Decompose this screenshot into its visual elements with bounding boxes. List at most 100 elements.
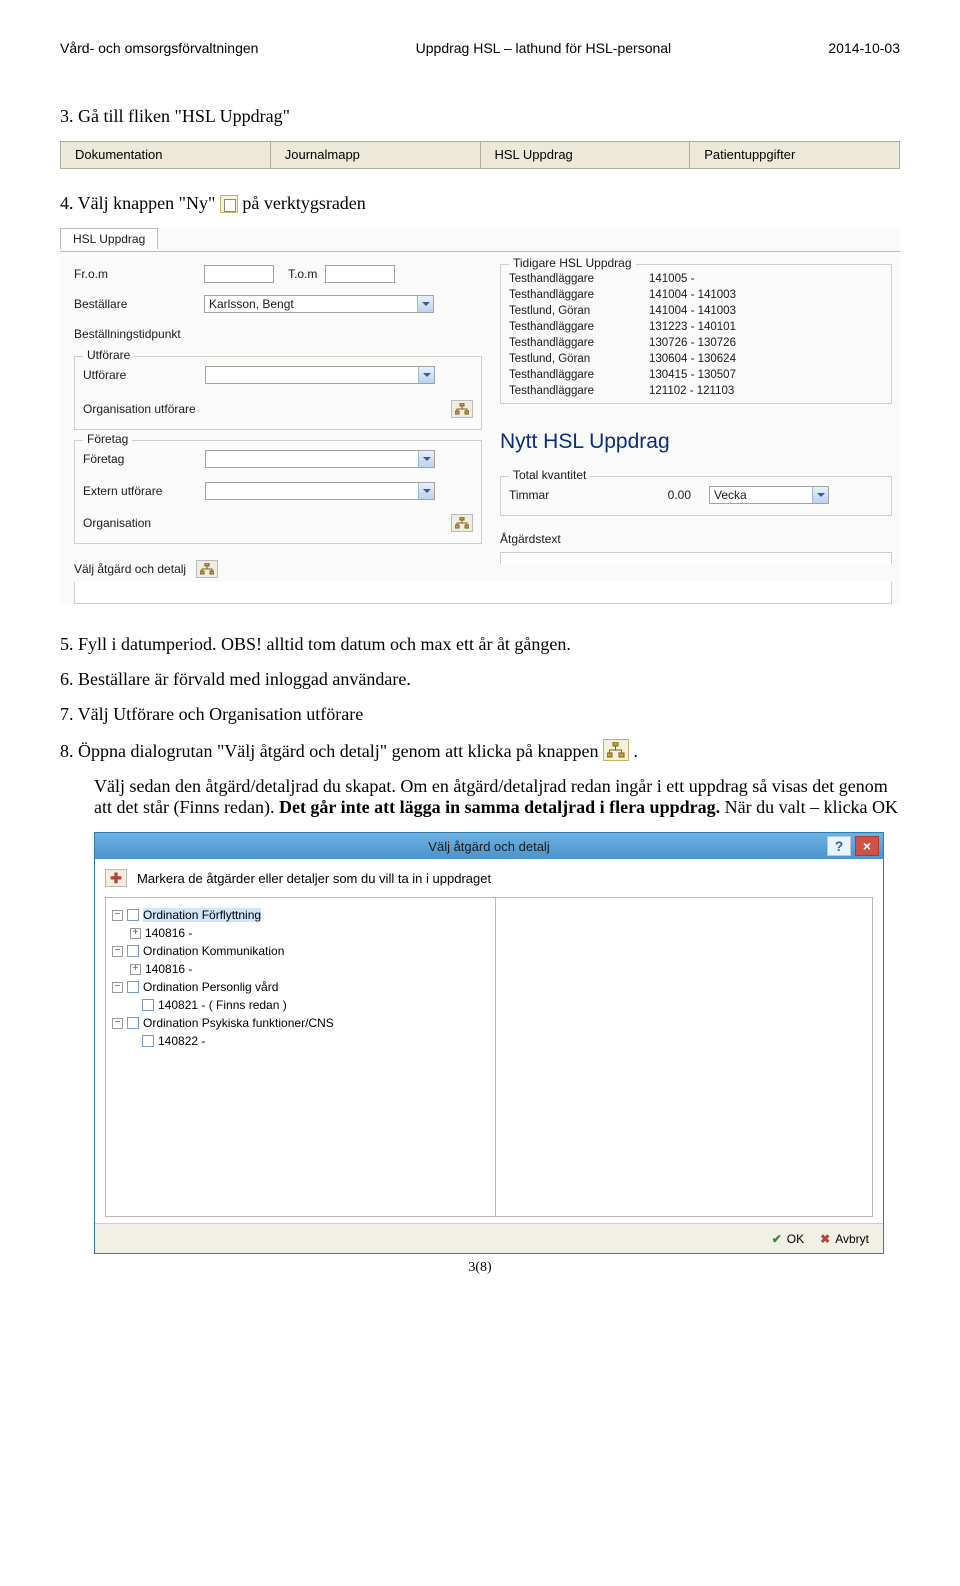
tree-item[interactable]: 140816 - [145,962,192,976]
dialog-cancel-button[interactable]: ✖ Avbryt [820,1232,869,1246]
tree-checkbox[interactable] [142,999,154,1011]
step-7: 7. Välj Utförare och Organisation utföra… [60,704,900,725]
prev-name: Testhandläggare [509,367,649,383]
dropdown-foretag[interactable] [205,450,435,468]
prev-dates: 141004 - 141003 [649,287,736,303]
page-number: 3(8) [60,1260,900,1276]
tree-expander-icon[interactable]: − [112,910,123,921]
prev-uppdrag-row[interactable]: Testhandläggare141005 - [509,271,883,287]
tab-hsl-uppdrag[interactable]: HSL Uppdrag [481,142,691,168]
prev-name: Testhandläggare [509,383,649,399]
atgardstext-box[interactable] [500,552,892,564]
dropdown-vecka[interactable]: Vecka [709,486,829,504]
label-foretag: Företag [83,452,205,466]
prev-dates: 141005 - [649,271,694,287]
tree-item[interactable]: 140816 - [145,926,192,940]
tree-icon [455,517,469,529]
chevron-down-icon [418,367,434,383]
org-tree-button[interactable] [451,400,473,418]
header-center: Uppdrag HSL – lathund för HSL-personal [416,40,672,56]
dropdown-bestallare-value: Karlsson, Bengt [205,296,417,312]
step-9-text-c: När du valt – klicka OK [720,797,898,817]
prev-uppdrag-box: Tidigare HSL Uppdrag Testhandläggare1410… [500,264,892,404]
tree-checkbox[interactable] [127,981,139,993]
chevron-down-icon [812,487,828,503]
tree-item[interactable]: 140821 - ( Finns redan ) [158,998,287,1012]
dialog-expand-icon[interactable]: ✚ [105,869,127,887]
prev-name: Testlund, Göran [509,303,649,319]
prev-dates: 130415 - 130507 [649,367,736,383]
tab-bar: Dokumentation Journalmapp HSL Uppdrag Pa… [60,141,900,169]
chevron-down-icon [417,296,433,312]
group-foretag: Företag Företag Extern utförare [74,440,482,544]
prev-dates: 121102 - 121103 [649,383,734,399]
input-tom[interactable] [325,265,395,283]
legend-total: Total kvantitet [509,468,590,482]
dialog-right-pane [496,898,873,1216]
tree-checkbox[interactable] [127,945,139,957]
prev-name: Testhandläggare [509,287,649,303]
label-valj-atgard: Välj åtgärd och detalj [74,562,186,576]
prev-uppdrag-row[interactable]: Testhandläggare131223 - 140101 [509,319,883,335]
group-utforare: Utförare Utförare Organisation utförare [74,356,482,430]
valj-atgard-button[interactable] [196,560,218,578]
tree-item[interactable]: Ordination Personlig vård [143,980,278,994]
dialog-close-button[interactable]: × [855,836,879,856]
tree-item[interactable]: Ordination Förflyttning [143,908,261,922]
tab-journalmapp[interactable]: Journalmapp [271,142,481,168]
header-left: Vård- och omsorgsförvaltningen [60,40,258,56]
tree-checkbox[interactable] [142,1035,154,1047]
tree-expander-icon[interactable]: − [112,982,123,993]
tree-expander-icon[interactable]: + [130,928,141,939]
tree-expander-icon[interactable]: − [112,1018,123,1029]
dropdown-utforare[interactable] [205,366,435,384]
dropdown-bestallare[interactable]: Karlsson, Bengt [204,295,434,313]
page-header: Vård- och omsorgsförvaltningen Uppdrag H… [60,40,900,56]
check-icon: ✔ [772,1232,782,1246]
dropdown-vecka-value: Vecka [710,487,812,503]
value-timmar: 0.00 [579,488,709,502]
prev-uppdrag-row[interactable]: Testhandläggare121102 - 121103 [509,383,883,399]
prev-name: Testhandläggare [509,271,649,287]
prev-uppdrag-row[interactable]: Testhandläggare130726 - 130726 [509,335,883,351]
tree-icon [455,403,469,415]
label-atgardstext: Åtgärdstext [500,532,892,546]
label-organisation: Organisation [83,516,205,530]
dialog-tree[interactable]: − Ordination Förflyttning + 140816 - − O… [106,898,496,1216]
legend-tidigare: Tidigare HSL Uppdrag [509,256,636,270]
label-timmar: Timmar [509,488,579,502]
tree-item[interactable]: 140822 - [158,1034,205,1048]
form-tab-hsl-uppdrag[interactable]: HSL Uppdrag [60,228,158,249]
legend-foretag: Företag [83,432,132,446]
bottom-panel [74,582,892,604]
prev-uppdrag-row[interactable]: Testlund, Göran130604 - 130624 [509,351,883,367]
cancel-icon: ✖ [820,1232,830,1246]
tree-checkbox[interactable] [127,909,139,921]
tree-expander-icon[interactable]: − [112,946,123,957]
input-from[interactable] [204,265,274,283]
heading-nytt-uppdrag: Nytt HSL Uppdrag [500,430,892,454]
header-right: 2014-10-03 [828,40,900,56]
chevron-down-icon [418,451,434,467]
group-total-kvantitet: Total kvantitet Timmar 0.00 Vecka [500,476,892,516]
tab-dokumentation[interactable]: Dokumentation [61,142,271,168]
prev-name: Testlund, Göran [509,351,649,367]
tree-checkbox[interactable] [127,1017,139,1029]
label-tom: T.o.m [288,267,317,281]
prev-uppdrag-row[interactable]: Testhandläggare130415 - 130507 [509,367,883,383]
tab-patientuppgifter[interactable]: Patientuppgifter [690,142,899,168]
tree-item[interactable]: Ordination Kommunikation [143,944,284,958]
prev-uppdrag-row[interactable]: Testlund, Göran141004 - 141003 [509,303,883,319]
dialog-help-button[interactable]: ? [827,836,851,856]
org-tree-button-2[interactable] [451,514,473,532]
tree-expander-icon[interactable]: + [130,964,141,975]
prev-dates: 130604 - 130624 [649,351,736,367]
new-document-icon [220,195,238,213]
step-4: 4. Välj knappen "Ny" på verktygsraden [60,193,900,214]
label-bestallningstidpunkt: Beställningstidpunkt [74,327,204,341]
prev-uppdrag-row[interactable]: Testhandläggare141004 - 141003 [509,287,883,303]
dialog-ok-button[interactable]: ✔ OK [772,1232,804,1246]
step-8-text-b: . [634,741,639,761]
dropdown-extern[interactable] [205,482,435,500]
tree-item[interactable]: Ordination Psykiska funktioner/CNS [143,1016,334,1030]
